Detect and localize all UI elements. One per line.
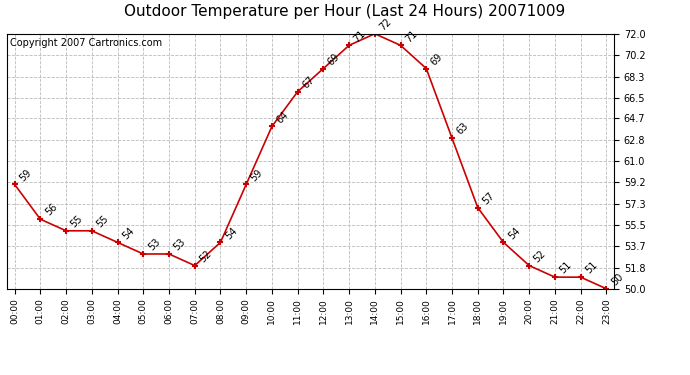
Text: 51: 51 <box>558 260 573 276</box>
Text: 67: 67 <box>300 75 316 90</box>
Text: 52: 52 <box>197 248 213 264</box>
Text: 72: 72 <box>377 16 393 32</box>
Text: 57: 57 <box>480 190 496 206</box>
Text: Copyright 2007 Cartronics.com: Copyright 2007 Cartronics.com <box>10 38 162 48</box>
Text: 53: 53 <box>172 237 188 253</box>
Text: 56: 56 <box>43 202 59 218</box>
Text: 59: 59 <box>17 167 33 183</box>
Text: 59: 59 <box>249 167 265 183</box>
Text: 71: 71 <box>352 28 368 44</box>
Text: 54: 54 <box>224 225 239 241</box>
Text: 51: 51 <box>584 260 599 276</box>
Text: 63: 63 <box>455 121 471 136</box>
Text: 52: 52 <box>532 248 548 264</box>
Text: 71: 71 <box>404 28 419 44</box>
Text: 69: 69 <box>429 51 445 67</box>
Text: 55: 55 <box>69 213 85 230</box>
Text: Outdoor Temperature per Hour (Last 24 Hours) 20071009: Outdoor Temperature per Hour (Last 24 Ho… <box>124 4 566 19</box>
Text: 69: 69 <box>326 51 342 67</box>
Text: 55: 55 <box>95 213 110 230</box>
Text: 64: 64 <box>275 110 290 125</box>
Text: 50: 50 <box>609 272 625 287</box>
Text: 54: 54 <box>506 225 522 241</box>
Text: 53: 53 <box>146 237 162 253</box>
Text: 54: 54 <box>120 225 136 241</box>
